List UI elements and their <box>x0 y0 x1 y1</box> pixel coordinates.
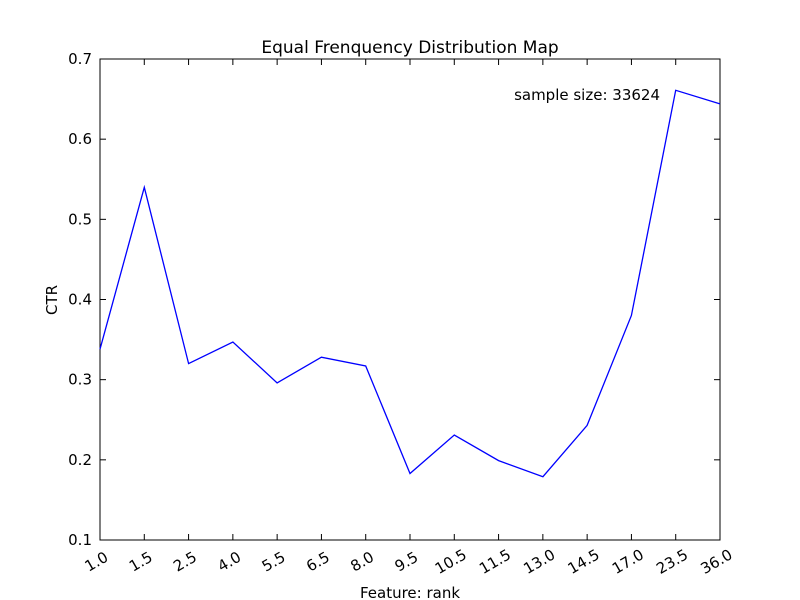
x-tick-label: 10.5 <box>432 546 470 578</box>
series-line <box>99 89 721 478</box>
y-axis-label: CTR <box>43 285 61 315</box>
x-tick-label: 6.5 <box>303 548 333 576</box>
sample-size-annotation: sample size: 33624 <box>514 86 660 104</box>
y-tick-label: 0.3 <box>68 371 92 389</box>
x-axis: 1.0 1.5 2.5 4.0 5.5 6.5 8.0 9.5 10.5 11.5 13.0 14.5… <box>82 59 736 578</box>
y-tick-label: 0.5 <box>68 210 92 228</box>
x-tick-label: 13.0 <box>520 546 558 578</box>
y-axis: 0.1 0.2 0.3 0.4 0.5 0.6 0.7 <box>68 50 720 549</box>
x-tick-label: 36.0 <box>698 546 736 578</box>
y-tick-label: 0.4 <box>68 291 92 309</box>
y-tick-label: 0.2 <box>68 451 92 469</box>
y-tick-label: 0.1 <box>68 531 92 549</box>
y-tick-label: 0.6 <box>68 130 92 148</box>
x-tick-label: 9.5 <box>392 548 422 576</box>
chart-title: Equal Frenquency Distribution Map <box>261 38 558 58</box>
x-tick-label: 8.0 <box>347 548 377 576</box>
x-tick-label: 11.5 <box>476 546 514 578</box>
x-tick-label: 4.0 <box>215 548 245 576</box>
x-tick-label: 5.5 <box>259 548 289 576</box>
x-tick-label: 1.0 <box>82 548 112 576</box>
x-tick-label: 2.5 <box>170 548 200 576</box>
x-tick-label: 1.5 <box>126 548 156 576</box>
y-tick-label: 0.7 <box>68 50 92 68</box>
x-tick-label: 23.5 <box>653 546 691 578</box>
x-tick-label: 17.0 <box>609 546 647 578</box>
x-axis-label: Feature: rank <box>360 584 460 600</box>
plot-frame <box>99 58 721 541</box>
x-tick-label: 14.5 <box>565 546 603 578</box>
